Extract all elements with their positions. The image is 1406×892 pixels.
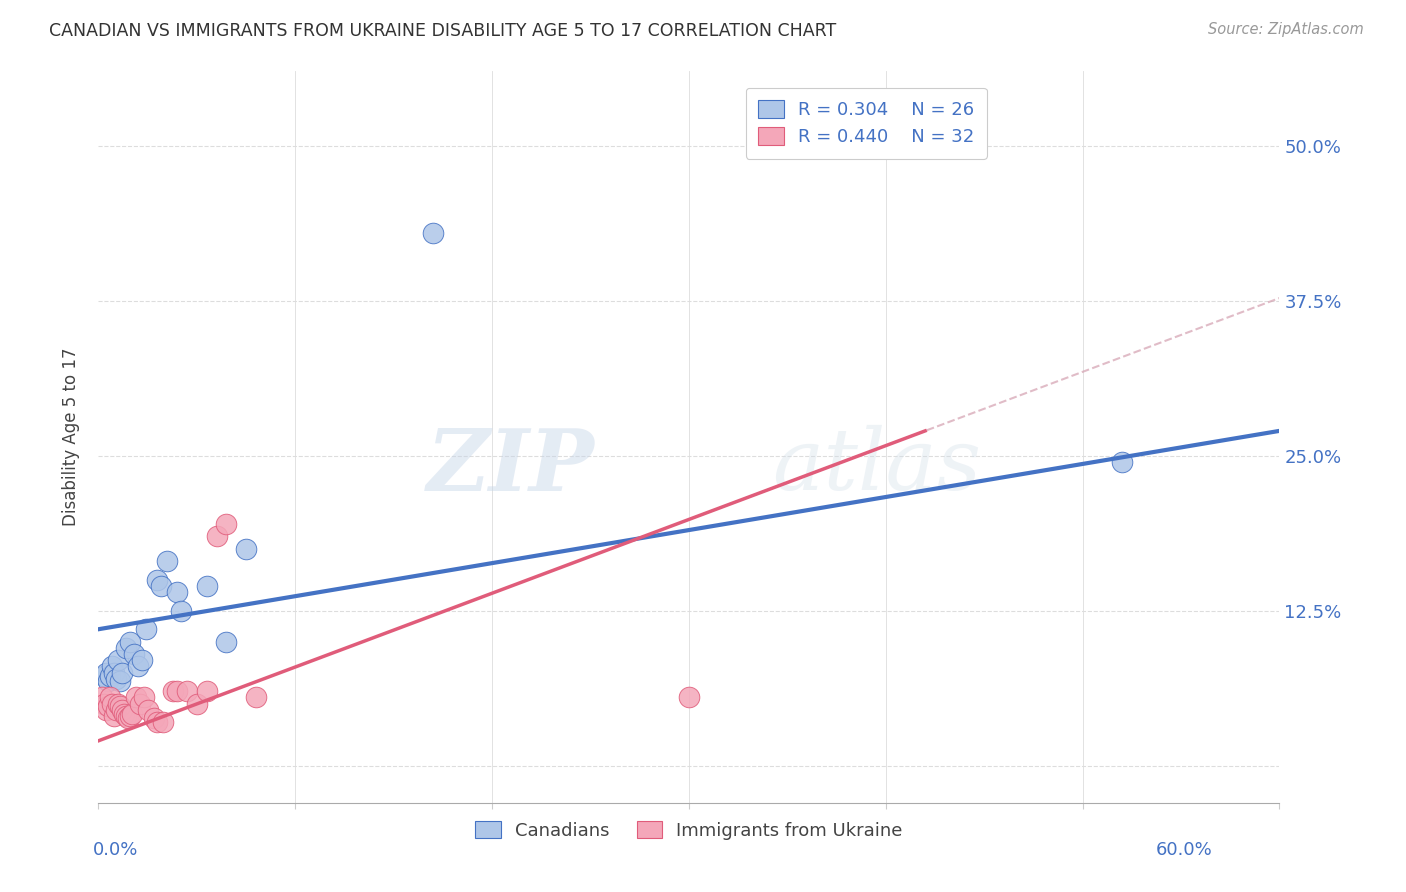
Point <box>107 697 129 711</box>
Point <box>166 585 188 599</box>
Point <box>107 653 129 667</box>
Text: Source: ZipAtlas.com: Source: ZipAtlas.com <box>1208 22 1364 37</box>
Point <box>245 690 267 705</box>
Point <box>97 699 120 714</box>
Point <box>150 579 173 593</box>
Text: CANADIAN VS IMMIGRANTS FROM UKRAINE DISABILITY AGE 5 TO 17 CORRELATION CHART: CANADIAN VS IMMIGRANTS FROM UKRAINE DISA… <box>49 22 837 40</box>
Point <box>142 711 165 725</box>
Y-axis label: Disability Age 5 to 17: Disability Age 5 to 17 <box>62 348 80 526</box>
Point <box>122 647 145 661</box>
Point <box>166 684 188 698</box>
Point <box>101 697 124 711</box>
Point <box>108 674 131 689</box>
Point <box>176 684 198 698</box>
Point <box>162 684 184 698</box>
Point <box>170 604 193 618</box>
Point <box>93 697 115 711</box>
Text: 60.0%: 60.0% <box>1156 841 1212 859</box>
Point <box>103 709 125 723</box>
Point <box>146 715 169 730</box>
Legend: Canadians, Immigrants from Ukraine: Canadians, Immigrants from Ukraine <box>467 812 911 848</box>
Point <box>101 659 124 673</box>
Point <box>111 703 134 717</box>
Point <box>97 674 120 689</box>
Point <box>131 653 153 667</box>
Text: 0.0%: 0.0% <box>93 841 138 859</box>
Point <box>135 622 157 636</box>
Point <box>1111 455 1133 469</box>
Point <box>422 226 444 240</box>
Point <box>215 634 238 648</box>
Point <box>136 703 159 717</box>
Point <box>235 541 257 556</box>
Text: ZIP: ZIP <box>426 425 595 508</box>
Point <box>132 690 155 705</box>
Point <box>215 516 238 531</box>
Point <box>156 554 179 568</box>
Point <box>205 529 228 543</box>
Point <box>118 634 141 648</box>
Point <box>186 697 208 711</box>
Point <box>146 573 169 587</box>
Point <box>152 715 174 730</box>
Point <box>93 669 115 683</box>
Point <box>91 690 114 705</box>
Point <box>115 709 138 723</box>
Point <box>195 579 218 593</box>
Point <box>117 711 139 725</box>
Point <box>127 659 149 673</box>
Point <box>111 665 134 680</box>
Point <box>128 697 150 711</box>
Point <box>678 690 700 705</box>
Point <box>105 703 128 717</box>
Text: atlas: atlas <box>772 425 981 508</box>
Point <box>121 706 143 721</box>
Point <box>96 703 118 717</box>
Point <box>115 640 138 655</box>
Point <box>118 709 141 723</box>
Point <box>125 690 148 705</box>
Point <box>98 669 121 683</box>
Point <box>103 665 125 680</box>
Point <box>96 665 118 680</box>
Point <box>112 706 135 721</box>
Point <box>98 690 121 705</box>
Point <box>108 699 131 714</box>
Point <box>105 672 128 686</box>
Point <box>195 684 218 698</box>
